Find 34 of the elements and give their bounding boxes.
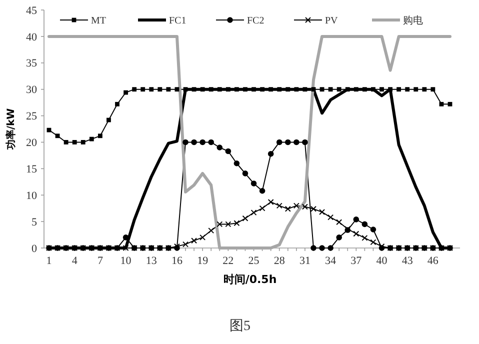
caption: 图5 — [230, 319, 250, 334]
x-tick-label: 46 — [427, 255, 439, 267]
y-tick-label: 25 — [26, 110, 38, 123]
x-tick-label: 7 — [97, 255, 104, 267]
legend-label: MT — [91, 16, 106, 26]
x-tick-label: 40 — [376, 255, 388, 267]
y-axis-title: 功率/kW — [5, 108, 17, 151]
y-tick-label: 45 — [26, 4, 38, 17]
y-tick-label: 20 — [26, 137, 38, 150]
y-tick-label: 35 — [26, 58, 38, 70]
x-tick-label: 43 — [402, 255, 414, 267]
x-axis-title: 时间/0.5h — [223, 273, 277, 286]
legend-label: PV — [325, 16, 339, 26]
x-tick-label: 19 — [197, 255, 209, 267]
legend-label: FC2 — [247, 16, 264, 26]
y-tick-label: 10 — [26, 190, 38, 202]
x-tick-label: 1 — [46, 255, 52, 267]
y-tick-label: 0 — [32, 242, 38, 255]
x-tick-label: 10 — [120, 255, 132, 267]
legend-label: FC1 — [169, 16, 186, 26]
y-tick-label: 15 — [26, 164, 38, 176]
x-tick-label: 22 — [222, 255, 234, 267]
x-tick-label: 16 — [171, 255, 183, 267]
x-tick-label: 31 — [299, 255, 310, 267]
x-tick-label: 25 — [248, 255, 260, 267]
x-tick-label: 34 — [325, 255, 337, 267]
x-tick-label: 28 — [274, 255, 286, 267]
y-tick-label: 40 — [26, 31, 38, 44]
y-tick-label: 30 — [26, 84, 38, 96]
y-tick-label: 5 — [32, 216, 38, 228]
legend-label: 购电 — [403, 14, 423, 26]
x-tick-label: 13 — [146, 255, 158, 267]
x-tick-label: 37 — [350, 255, 362, 267]
x-tick-label: 4 — [72, 255, 78, 267]
